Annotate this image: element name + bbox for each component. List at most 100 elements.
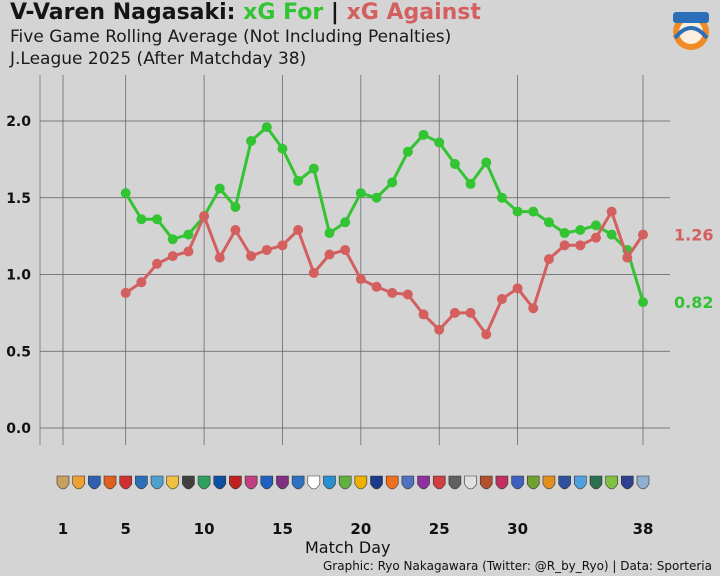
xg-against-point xyxy=(606,206,617,217)
opponent-crest-icon xyxy=(182,475,195,490)
xg-for-point xyxy=(277,143,288,154)
title-xg-against: xG Against xyxy=(346,0,481,25)
xg-against-point xyxy=(402,289,413,300)
opponent-crest-icon xyxy=(636,475,650,490)
xg-for-point xyxy=(543,217,554,228)
xg-for-point xyxy=(120,188,131,199)
x-tick-label: 10 xyxy=(194,520,215,538)
xg-against-point xyxy=(638,229,648,240)
xg-for-point xyxy=(167,234,178,245)
xg-for-point xyxy=(590,220,601,231)
xg-for-point xyxy=(214,183,225,194)
opponent-crest-icon xyxy=(495,475,509,490)
opponent-crest-icon xyxy=(197,475,211,490)
xg-for-point xyxy=(402,146,413,157)
xg-for-point xyxy=(434,137,445,148)
x-tick-label: 30 xyxy=(507,520,528,538)
opponent-crest-icon xyxy=(119,475,133,490)
xg-for-point xyxy=(230,201,241,212)
xg-for-point xyxy=(481,157,492,168)
xg-against-point xyxy=(199,211,210,222)
chart-title: V-Varen Nagasaki: xG For | xG Against xyxy=(10,0,481,25)
xg-for-end-label: 0.82 xyxy=(674,293,713,312)
xg-against-point xyxy=(371,281,382,292)
xg-against-point xyxy=(481,329,492,340)
opponent-crest-icon xyxy=(307,475,321,490)
opponent-crest-icon xyxy=(72,475,85,490)
opponent-crest-icon xyxy=(244,475,258,490)
xg-against-point xyxy=(543,254,554,265)
title-separator: | xyxy=(330,0,339,25)
xg-for-line xyxy=(124,125,645,303)
opponent-crest-icon xyxy=(370,475,383,490)
xg-for-point xyxy=(246,135,257,146)
y-tick-label: 0.5 xyxy=(6,344,31,360)
x-axis-label: Match Day xyxy=(305,538,391,557)
xg-against-point xyxy=(590,232,601,243)
opponent-crest-icon xyxy=(401,475,415,490)
xg-against-point xyxy=(512,283,523,294)
xg-for-point xyxy=(355,188,366,199)
opponent-crest-icon xyxy=(479,475,493,490)
xg-for-point xyxy=(512,206,523,217)
xg-for-point xyxy=(575,224,586,235)
opponent-crest-icon xyxy=(323,475,336,490)
opponent-crest-icon xyxy=(573,475,587,490)
x-tick-label: 5 xyxy=(120,520,130,538)
opponent-crest-icon xyxy=(417,475,430,490)
opponent-crest-icon xyxy=(526,475,540,490)
xg-against-point xyxy=(559,240,570,251)
x-tick-label: 1 xyxy=(58,520,68,538)
xg-against-point xyxy=(120,287,131,298)
opponent-crest-icon xyxy=(432,475,446,490)
y-tick-label: 1.5 xyxy=(6,191,31,207)
opponent-crest-icon xyxy=(605,475,618,490)
opponent-crest-icon xyxy=(135,475,148,490)
opponent-crest-icon xyxy=(385,475,399,490)
opponent-crest-icon xyxy=(542,475,556,490)
xg-against-end-label: 1.26 xyxy=(674,226,713,245)
title-team: V-Varen Nagasaki: xyxy=(10,0,236,25)
xg-against-line xyxy=(124,210,645,336)
xg-against-point xyxy=(293,224,304,235)
xg-against-point xyxy=(308,267,319,278)
xg-against-point xyxy=(261,244,272,255)
opponent-crest-icon xyxy=(589,475,603,490)
xg-against-point xyxy=(277,240,288,251)
xg-against-point xyxy=(622,252,633,263)
opponent-crest-icon xyxy=(354,475,368,490)
xg-for-point xyxy=(528,206,539,217)
xg-against-point xyxy=(418,309,429,320)
y-tick-label: 1.0 xyxy=(6,268,31,284)
opponent-crest-icon xyxy=(56,475,70,490)
xg-for-point xyxy=(418,129,429,140)
xg-for-point xyxy=(606,229,617,240)
xg-against-point xyxy=(465,307,476,318)
xg-against-point xyxy=(575,240,586,251)
x-tick-label: 25 xyxy=(429,520,450,538)
xg-for-point xyxy=(387,177,398,188)
y-tick-label: 0.0 xyxy=(6,421,31,437)
xg-against-point xyxy=(496,294,507,305)
opponent-crest-icon xyxy=(338,475,352,490)
opponent-crest-icon xyxy=(448,475,462,490)
xg-against-point xyxy=(183,246,194,257)
opponent-crest-icon xyxy=(213,475,227,490)
xg-against-point xyxy=(355,274,366,285)
team-logo xyxy=(673,12,709,50)
opponent-crest-icon xyxy=(260,475,274,490)
xg-for-point xyxy=(496,192,507,203)
xg-for-point xyxy=(559,228,570,239)
xg-for-point xyxy=(293,175,304,186)
xg-against-point xyxy=(434,324,445,335)
xg-against-point xyxy=(324,249,335,260)
xg-against-point xyxy=(528,303,539,314)
opponent-crest-icon xyxy=(511,475,524,490)
opponent-crest-icon xyxy=(103,475,117,490)
xg-for-point xyxy=(136,214,147,225)
xg-against-point xyxy=(152,258,163,269)
xg-against-point xyxy=(246,251,257,262)
opponent-crest-icon xyxy=(150,475,164,490)
opponent-crest-icon xyxy=(464,475,477,490)
xg-against-point xyxy=(214,252,225,263)
